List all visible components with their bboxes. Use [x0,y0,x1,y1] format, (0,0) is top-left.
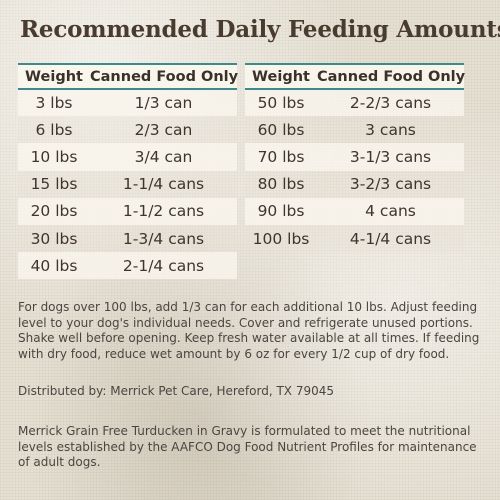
table-header-row: Weight Canned Food Only [18,64,239,89]
weight-cell: 80 lbs [257,175,305,194]
weight-cell: 70 lbs [257,147,305,166]
weight-cell: 6 lbs [35,120,73,139]
table-row: 70 lbs 3-1/3 cans [245,143,464,171]
table-row: 15 lbs 1-1/4 cans [18,170,237,198]
distributor-text: Distributed by: Merrick Pet Care, Herefo… [18,384,334,398]
amount-cell: 1-1/4 cans [122,175,205,194]
weight-cell: 60 lbs [257,120,305,139]
table-row: 40 lbs 2-1/4 cans [18,252,237,280]
table-row: 6 lbs 2/3 can [18,116,237,144]
weight-cell: 15 lbs [30,175,78,194]
amount-cell: 2-1/4 cans [122,256,205,275]
table-row: 100 lbs 4-1/4 cans [245,224,464,253]
aafco-statement-text: Merrick Grain Free Turducken in Gravy is… [18,424,477,470]
amount-cell: 4 cans [365,202,416,221]
table-row: 3 lbs 1/3 can [18,89,237,117]
table-row: 80 lbs 3-2/3 cans [245,170,464,198]
weight-cell: 30 lbs [30,229,78,248]
amount-cell: 2/3 can [134,120,193,139]
amount-cell: 1-1/2 cans [122,202,205,221]
amount-cell: 4-1/4 cans [349,229,432,248]
distributor-info: Distributed by: Merrick Pet Care, Herefo… [18,384,486,400]
weight-cell: 3 lbs [35,94,73,113]
column-header-weight: Weight [25,68,83,85]
amount-cell: 3-2/3 cans [349,175,432,194]
amount-cell: 2-2/3 cans [349,94,432,113]
feeding-table-left: Weight Canned Food Only 3 lbs 1/3 can 6 … [18,63,239,280]
table-row: 30 lbs 1-3/4 cans [18,224,237,253]
feeding-note-text: For dogs over 100 lbs, add 1/3 can for e… [18,300,480,361]
weight-cell: 90 lbs [257,202,305,221]
column-header-amount: Canned Food Only [90,68,239,85]
table-row: 20 lbs 1-1/2 cans [18,197,237,225]
amount-cell: 3-1/3 cans [349,147,432,166]
amount-cell: 3 cans [365,120,416,139]
weight-cell: 100 lbs [252,229,310,248]
column-header-amount: Canned Food Only [317,68,466,85]
table-row: 60 lbs 3 cans [245,116,464,144]
aafco-statement: Merrick Grain Free Turducken in Gravy is… [18,424,486,471]
feeding-table-right: Weight Canned Food Only 50 lbs 2-2/3 can… [245,63,466,253]
column-header-weight: Weight [252,68,310,85]
amount-cell: 1-3/4 cans [122,229,205,248]
amount-cell: 3/4 can [134,147,193,166]
table-header-row: Weight Canned Food Only [245,64,466,89]
weight-cell: 10 lbs [30,147,78,166]
table-row: 90 lbs 4 cans [245,197,464,225]
weight-cell: 40 lbs [30,256,78,275]
feeding-instructions: For dogs over 100 lbs, add 1/3 can for e… [18,300,486,362]
page-title: Recommended Daily Feeding Amounts: [20,16,500,43]
weight-cell: 20 lbs [30,202,78,221]
amount-cell: 1/3 can [134,94,193,113]
table-row: 10 lbs 3/4 can [18,143,237,171]
table-row: 50 lbs 2-2/3 cans [245,89,464,117]
weight-cell: 50 lbs [257,94,305,113]
